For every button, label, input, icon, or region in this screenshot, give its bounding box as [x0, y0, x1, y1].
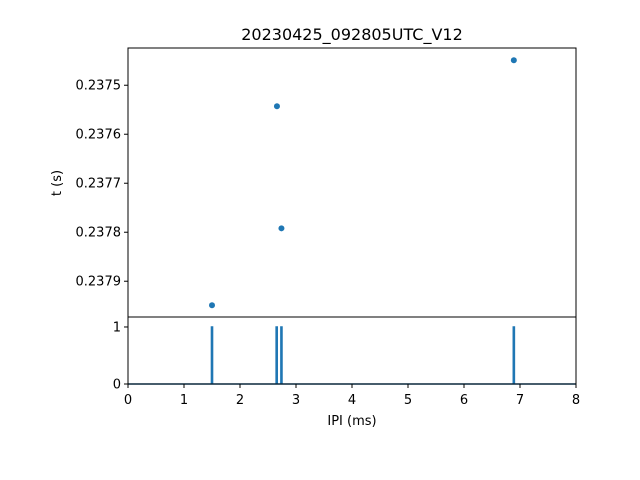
x-tick-label: 0: [124, 393, 132, 408]
scatter-point: [278, 225, 285, 232]
x-axis-label: IPI (ms): [327, 414, 376, 429]
x-tick-label: 8: [572, 393, 580, 408]
y-tick-label-bottom: 1: [113, 320, 121, 335]
x-tick-label: 1: [180, 393, 188, 408]
x-tick-label: 4: [348, 393, 356, 408]
scatter-point: [209, 302, 215, 309]
bottom-axes: 0 1 0 1 2 3 4 5 6 7 8: [113, 316, 580, 408]
chart-title: 20230425_092805UTC_V12: [241, 25, 463, 45]
x-tick-label: 5: [404, 393, 412, 408]
y-tick-label-top: 0.2377: [76, 177, 122, 192]
y-tick-label-top: 0.2378: [76, 226, 122, 241]
y-axis-label-top: t (s): [50, 170, 65, 196]
x-tick-label: 2: [236, 393, 244, 408]
y-tick-label-bottom: 0: [113, 378, 121, 393]
scatter-point: [273, 103, 280, 110]
y-tick-label-top: 0.2379: [76, 275, 122, 290]
y-tick-label-top: 0.2376: [76, 128, 122, 143]
bottom-axes-frame: [127, 316, 577, 385]
spike-series-line: [128, 326, 576, 385]
top-axes: 0.2375 0.2376 0.2377 0.2378 0.2379: [76, 47, 577, 318]
top-axes-frame: [127, 47, 577, 318]
x-tick-label: 3: [292, 393, 300, 408]
x-tick-label: 7: [516, 393, 524, 408]
scatter-point: [510, 57, 517, 64]
x-tick-label: 6: [460, 393, 468, 408]
y-tick-label-top: 0.2375: [76, 79, 122, 94]
